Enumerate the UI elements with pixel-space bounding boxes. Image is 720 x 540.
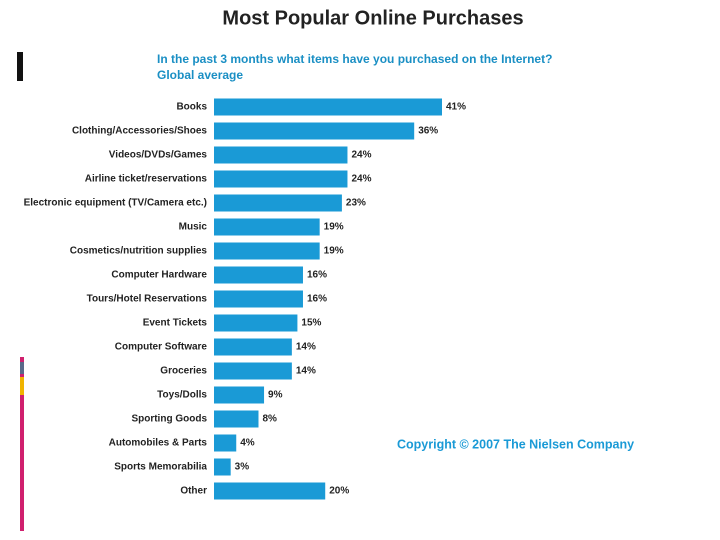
category-label: Videos/DVDs/Games (109, 150, 208, 161)
category-label: Groceries (160, 366, 207, 377)
bar (214, 362, 292, 380)
category-label: Computer Hardware (111, 270, 207, 281)
bar (214, 290, 303, 308)
category-label: Books (176, 102, 207, 113)
category-label: Tours/Hotel Reservations (87, 294, 208, 305)
value-label: 20% (329, 486, 349, 497)
category-label: Event Tickets (143, 318, 208, 329)
bar (214, 146, 348, 164)
value-label: 9% (268, 390, 283, 401)
annotation: Copyright © 2007 The Nielsen Company (397, 437, 634, 451)
value-label: 3% (235, 462, 250, 473)
decoration-segment (20, 377, 24, 395)
value-label: 19% (324, 246, 344, 257)
bar (214, 266, 303, 284)
bar (214, 338, 292, 356)
bar (214, 242, 320, 260)
value-label: 4% (240, 438, 255, 449)
value-label: 14% (296, 366, 316, 377)
bar (214, 194, 342, 212)
bar (214, 98, 442, 116)
bar (214, 482, 326, 500)
bar (214, 386, 265, 404)
value-label: 8% (262, 414, 277, 425)
chart-subtitle: Global average (157, 68, 243, 82)
chart-subtitle: In the past 3 months what items have you… (157, 52, 552, 66)
value-label: 16% (307, 294, 327, 305)
bar (214, 170, 348, 188)
category-label: Other (180, 486, 207, 497)
category-label: Clothing/Accessories/Shoes (72, 126, 207, 137)
value-label: 23% (346, 198, 366, 209)
category-label: Airline ticket/reservations (85, 174, 208, 185)
value-label: 16% (307, 270, 327, 281)
decoration-bar (17, 52, 23, 81)
category-label: Electronic equipment (TV/Camera etc.) (24, 198, 207, 209)
chart-title: Most Popular Online Purchases (222, 7, 523, 29)
bar (214, 410, 259, 428)
value-label: 24% (351, 150, 371, 161)
category-label: Computer Software (115, 342, 208, 353)
value-label: 24% (351, 174, 371, 185)
bar (214, 458, 231, 476)
decoration-segment (20, 362, 24, 374)
bar (214, 434, 237, 452)
value-label: 19% (324, 222, 344, 233)
value-label: 15% (301, 318, 321, 329)
bar (214, 122, 415, 140)
category-label: Cosmetics/nutrition supplies (70, 246, 208, 257)
bar (214, 314, 298, 332)
category-label: Sporting Goods (131, 414, 207, 425)
value-label: 41% (446, 102, 466, 113)
category-label: Automobiles & Parts (109, 438, 208, 449)
value-label: 36% (418, 126, 438, 137)
category-label: Sports Memorabilia (114, 462, 207, 473)
category-label: Music (179, 222, 208, 233)
bar (214, 218, 320, 236)
category-label: Toys/Dolls (157, 390, 207, 401)
value-label: 14% (296, 342, 316, 353)
decoration-line (20, 357, 24, 531)
